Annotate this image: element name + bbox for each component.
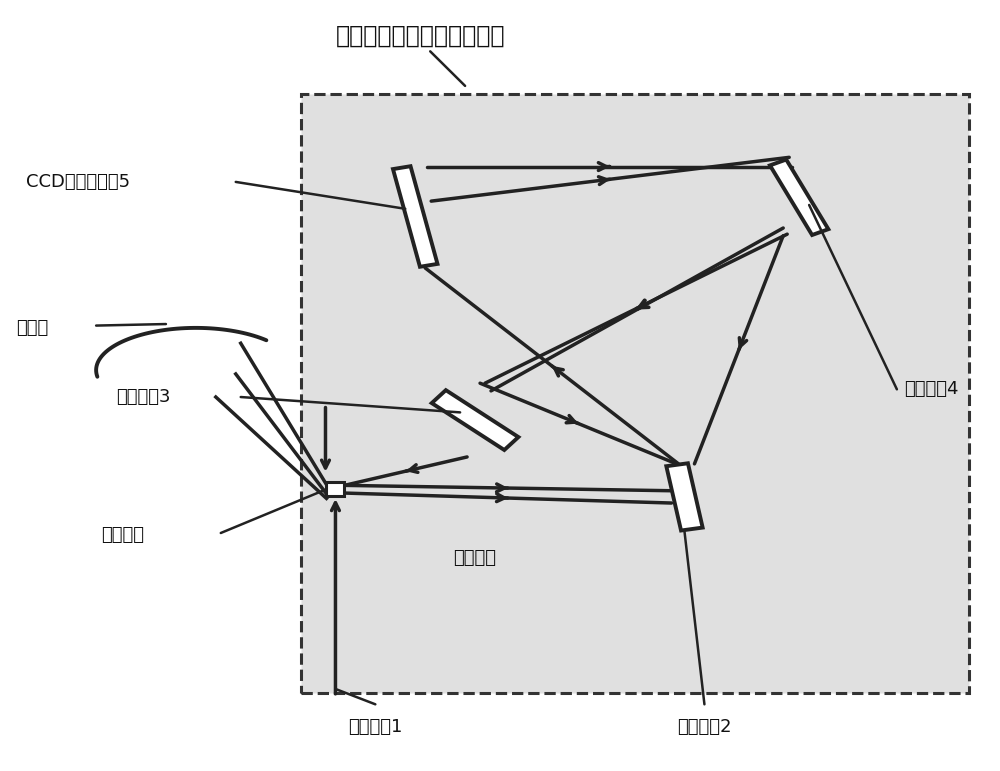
Text: 色散元件3: 色散元件3 — [116, 388, 171, 406]
Text: 准直透镜2: 准直透镜2 — [677, 719, 732, 736]
Text: CCD阵列检测器5: CCD阵列检测器5 — [26, 173, 130, 191]
Polygon shape — [666, 463, 703, 530]
Text: 入射光线: 入射光线 — [454, 550, 497, 567]
Text: 入射狭缝1: 入射狭缝1 — [348, 719, 403, 736]
Polygon shape — [432, 390, 518, 450]
Polygon shape — [770, 160, 828, 235]
Bar — [326, 483, 344, 496]
Text: 光学平台与检测系统结构图: 光学平台与检测系统结构图 — [335, 24, 505, 48]
Text: 光纤束: 光纤束 — [16, 319, 49, 337]
Text: 光纤接头: 光纤接头 — [101, 527, 144, 544]
Bar — [301, 93, 969, 693]
Polygon shape — [393, 167, 437, 267]
Text: 聚焦元件4: 聚焦元件4 — [904, 380, 958, 399]
